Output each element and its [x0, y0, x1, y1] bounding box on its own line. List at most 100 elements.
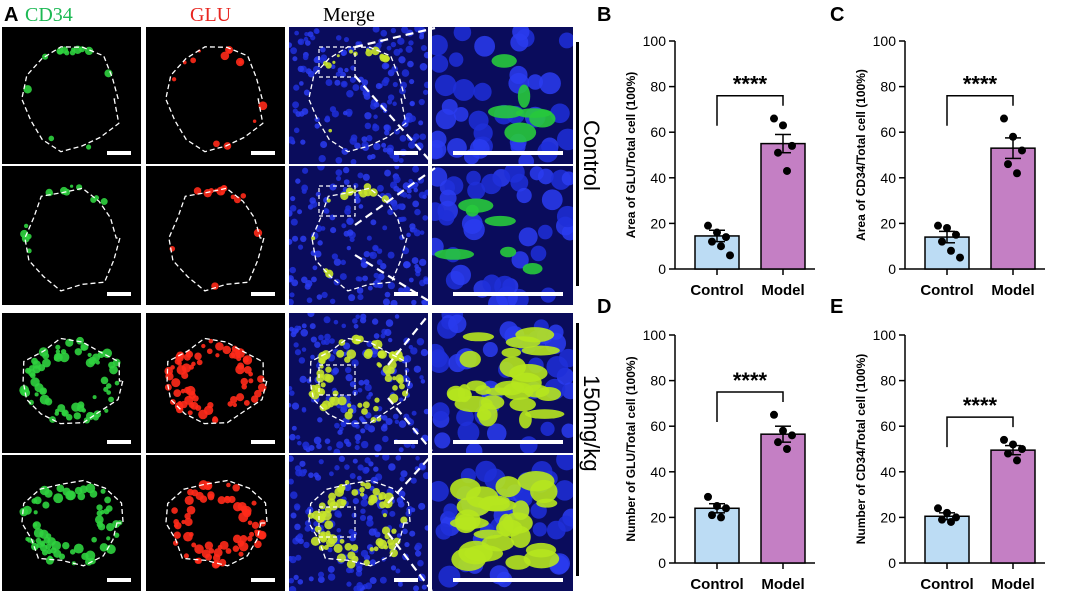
data-point — [704, 492, 712, 501]
data-point — [938, 515, 946, 524]
x-tick-label: Control — [690, 282, 743, 298]
scale-bar — [107, 151, 131, 155]
data-point — [783, 445, 791, 453]
y-tick-label: 40 — [650, 464, 666, 480]
y-tick-label: 60 — [880, 418, 896, 434]
bar — [990, 449, 1036, 564]
scale-bar — [394, 578, 418, 582]
data-point — [943, 223, 951, 232]
data-point — [788, 141, 796, 150]
micrograph-tile — [146, 166, 285, 305]
y-tick-label: 80 — [880, 373, 896, 389]
y-axis-label: Number of GLU/Total cell (100%) — [624, 356, 638, 541]
data-point — [708, 237, 716, 246]
data-point — [1018, 146, 1026, 155]
data-point — [938, 237, 946, 246]
y-tick-label: 40 — [650, 170, 666, 186]
x-tick-label: Model — [991, 576, 1034, 591]
data-point — [722, 504, 730, 513]
y-tick-label: 0 — [658, 261, 666, 277]
data-point — [717, 242, 725, 251]
data-point — [1000, 114, 1008, 123]
y-tick-label: 40 — [880, 170, 896, 186]
data-point — [1004, 160, 1012, 169]
panel-letter-a: A — [4, 4, 19, 26]
x-tick-label: Control — [690, 576, 743, 591]
data-point — [947, 517, 955, 526]
scale-bar — [107, 578, 131, 582]
bar — [760, 433, 806, 564]
data-point — [1018, 445, 1026, 453]
scale-bar — [453, 292, 563, 296]
y-tick-label: 80 — [650, 373, 666, 389]
scale-bar — [394, 440, 418, 444]
data-point — [947, 246, 955, 255]
micrograph-tile — [432, 166, 573, 305]
x-tick-label: Model — [761, 576, 804, 591]
y-axis-label: Area of GLU/Total cell (100%) — [624, 72, 638, 238]
significance-label: **** — [733, 368, 768, 393]
data-point — [774, 438, 782, 447]
data-point — [713, 502, 721, 510]
panel-letter-e: E — [830, 296, 844, 318]
data-point — [717, 513, 725, 522]
panel-letter-b: B — [597, 4, 612, 26]
data-point — [788, 431, 796, 440]
data-point — [779, 121, 787, 130]
panel-letter-d: D — [597, 296, 612, 318]
bar — [760, 142, 806, 270]
data-point — [1004, 449, 1012, 458]
significance-bracket — [716, 391, 784, 422]
significance-label: **** — [963, 72, 998, 97]
data-point — [708, 511, 716, 520]
data-point — [770, 114, 778, 123]
data-point — [1000, 435, 1008, 444]
group-label-control: Control — [579, 120, 604, 191]
y-tick-label: 0 — [888, 261, 896, 277]
y-tick-label: 60 — [650, 124, 666, 140]
scale-bar — [394, 292, 418, 296]
micrograph-tile — [432, 313, 573, 453]
micrograph-tile — [289, 313, 428, 453]
data-point — [774, 148, 782, 157]
chart-e: Number of CD34/Total cell (100%) 0 20 40 60 8… — [854, 327, 1045, 591]
scale-bar — [251, 292, 275, 296]
y-tick-label: 100 — [643, 33, 667, 49]
micrograph-tile — [289, 166, 428, 305]
data-point — [704, 221, 712, 230]
micrograph-tile — [432, 27, 573, 164]
data-point — [1009, 132, 1017, 141]
y-tick-label: 100 — [873, 327, 897, 343]
data-point — [952, 230, 960, 239]
data-point — [1013, 456, 1021, 465]
data-point — [722, 233, 730, 242]
micrograph-tile — [2, 166, 141, 305]
scale-bar — [394, 151, 418, 155]
y-tick-label: 20 — [880, 215, 896, 231]
y-tick-label: 0 — [658, 555, 666, 571]
data-point — [726, 251, 734, 260]
group-label-150mg: 150mg/kg — [579, 375, 604, 472]
significance-bracket — [946, 94, 1014, 126]
scale-bar — [107, 440, 131, 444]
scale-bar — [453, 578, 563, 582]
header-glu: GLU — [190, 4, 232, 26]
scale-bar — [251, 578, 275, 582]
header-cd34: CD34 — [25, 4, 73, 26]
chart-b: Area of GLU/Total cell (100%) 0 20 40 60 80 10… — [624, 33, 815, 298]
y-tick-label: 0 — [888, 555, 896, 571]
x-tick-label: Model — [761, 282, 804, 298]
bar — [990, 147, 1036, 270]
data-point — [783, 166, 791, 175]
micrograph-tile — [2, 27, 141, 164]
significance-bracket — [946, 416, 1014, 448]
header-merge: Merge — [323, 4, 375, 26]
micrograph-tile — [146, 313, 285, 453]
y-tick-label: 20 — [650, 509, 666, 525]
significance-label: **** — [963, 393, 998, 418]
micrograph-tile — [432, 455, 573, 591]
y-tick-label: 80 — [650, 79, 666, 95]
scale-bar — [453, 151, 563, 155]
bar — [924, 515, 970, 564]
y-tick-label: 100 — [873, 33, 897, 49]
